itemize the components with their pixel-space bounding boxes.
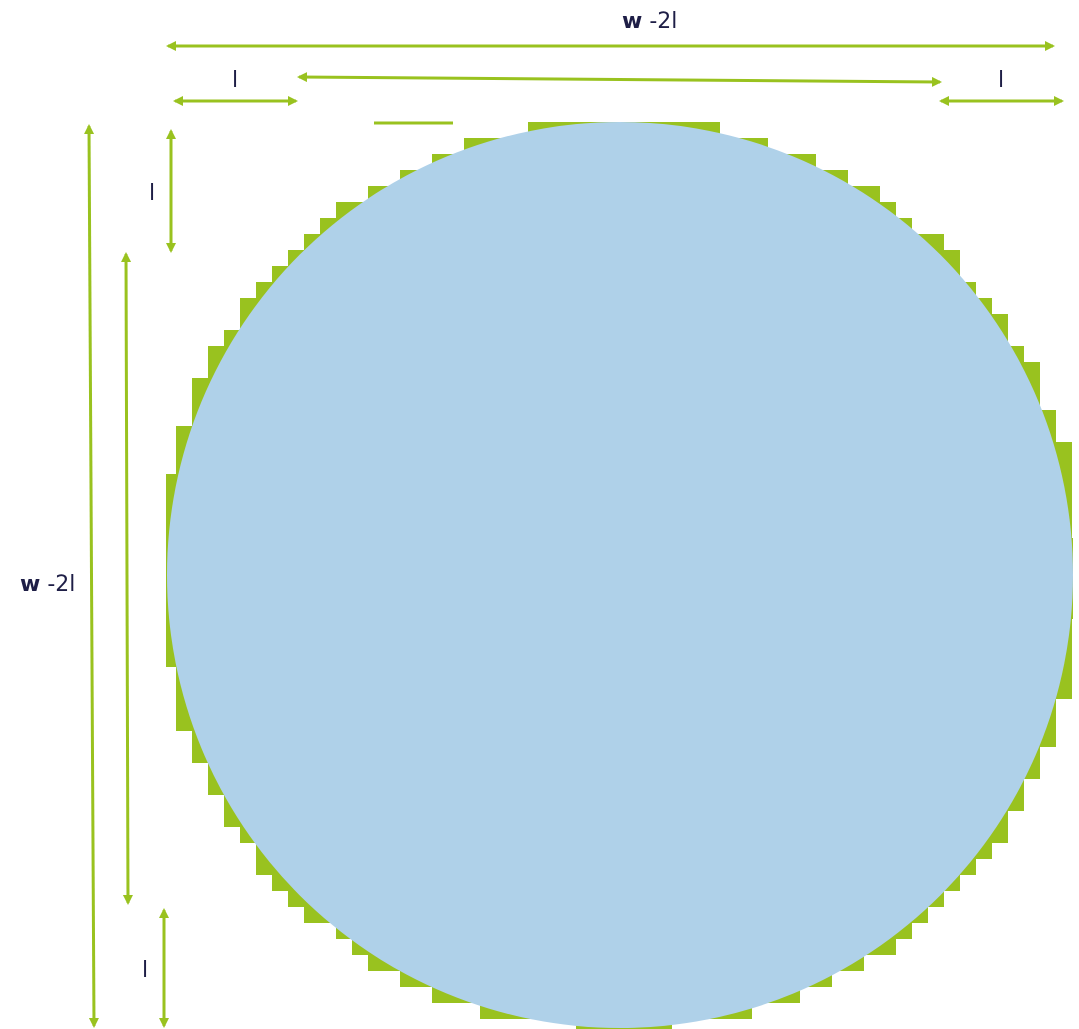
top-right-l-label: l bbox=[998, 68, 1004, 93]
left-middle-dimension-arrow bbox=[121, 252, 133, 905]
left-total-dimension-arrow bbox=[84, 124, 99, 1028]
left-total-label: w -2l bbox=[20, 572, 75, 597]
top-left-l-label: l bbox=[232, 68, 238, 93]
circle bbox=[167, 122, 1073, 1028]
top-middle-dimension-arrow bbox=[297, 72, 942, 87]
left-bottom-l-label: l bbox=[142, 958, 148, 983]
left-top-l-label: l bbox=[149, 181, 155, 206]
top-total-label: w -2l bbox=[622, 9, 677, 34]
